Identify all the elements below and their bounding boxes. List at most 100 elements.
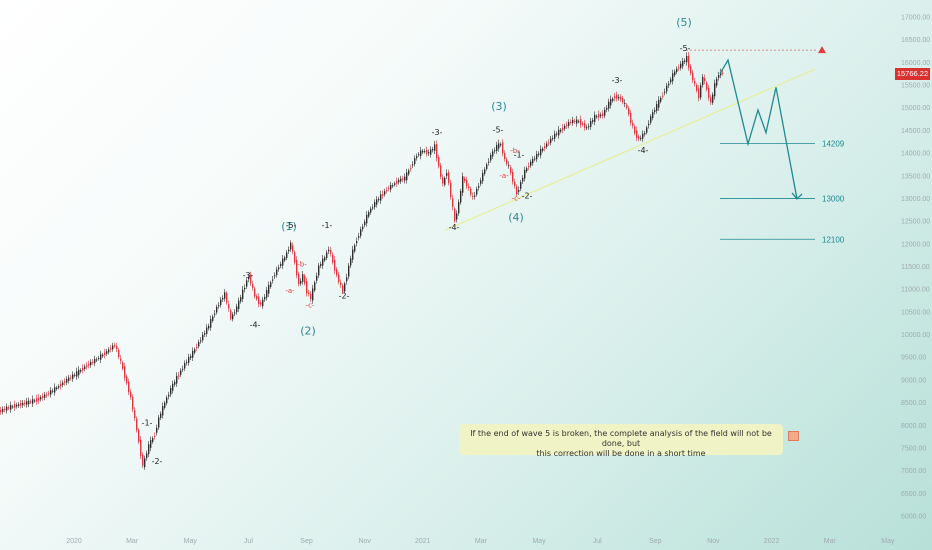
candle xyxy=(718,75,720,78)
x-tick-label: Mar xyxy=(475,538,488,545)
candle xyxy=(670,79,672,83)
candle xyxy=(242,289,244,299)
note-line-1: If the end of wave 5 is broken, the comp… xyxy=(470,429,772,448)
candle xyxy=(182,368,184,370)
candle xyxy=(680,63,682,68)
candle xyxy=(386,190,388,192)
candle xyxy=(702,76,704,86)
candle xyxy=(248,276,250,280)
candle xyxy=(292,245,294,252)
subwave-label: -3- xyxy=(243,271,254,280)
candle xyxy=(172,383,174,391)
candle xyxy=(452,198,454,207)
candle xyxy=(432,149,434,151)
candle xyxy=(574,120,576,122)
candle xyxy=(216,306,218,313)
candle xyxy=(104,352,106,356)
candle xyxy=(148,444,150,455)
candle xyxy=(6,406,8,411)
candle xyxy=(244,287,246,290)
subwave-label: -5- xyxy=(680,44,691,53)
candle xyxy=(140,439,142,456)
candle xyxy=(162,406,164,416)
candle xyxy=(130,391,132,398)
candle xyxy=(416,156,418,159)
candle xyxy=(370,208,372,213)
candle xyxy=(30,401,32,403)
candle xyxy=(134,410,136,418)
candle xyxy=(566,124,568,127)
candle xyxy=(692,72,694,81)
x-tick-label: Mar xyxy=(126,538,139,545)
candle xyxy=(662,95,664,97)
x-tick-label: Jul xyxy=(593,538,602,545)
y-tick-label: 15500.00 xyxy=(901,83,930,90)
candle xyxy=(186,362,188,364)
candle xyxy=(308,292,310,294)
candle xyxy=(722,72,724,74)
candle xyxy=(424,151,426,153)
candle xyxy=(402,178,404,180)
candle xyxy=(372,207,374,209)
y-tick-label: 14000.00 xyxy=(901,151,930,158)
candle xyxy=(474,195,476,197)
candle xyxy=(110,348,112,350)
candle xyxy=(348,265,350,277)
candle xyxy=(214,313,216,315)
candle xyxy=(338,274,340,282)
candle xyxy=(614,96,616,99)
candle xyxy=(602,113,604,116)
candle xyxy=(434,144,436,151)
candle xyxy=(524,169,526,179)
candle xyxy=(300,281,302,284)
candle xyxy=(420,150,422,157)
candle xyxy=(548,142,550,144)
candle xyxy=(656,104,658,111)
candle xyxy=(22,402,24,406)
candle xyxy=(598,114,600,118)
candle xyxy=(234,312,236,314)
candle xyxy=(642,133,644,139)
candle xyxy=(504,153,506,159)
candle xyxy=(120,358,122,361)
candle xyxy=(142,454,144,466)
candle xyxy=(438,157,440,167)
candle xyxy=(590,121,592,127)
candle xyxy=(668,83,670,86)
candle xyxy=(66,379,68,383)
candle xyxy=(20,403,22,406)
candle xyxy=(638,136,640,140)
candle xyxy=(482,172,484,182)
candle xyxy=(356,241,358,244)
target-level-label: 14209 xyxy=(822,140,845,149)
x-tick-label: May xyxy=(532,538,546,545)
candle xyxy=(170,388,172,395)
candle xyxy=(250,274,252,284)
x-tick-label: Jul xyxy=(244,538,253,545)
correction-label: -b- xyxy=(510,147,520,155)
subwave-label: -5- xyxy=(286,221,297,230)
candle xyxy=(558,129,560,136)
candle xyxy=(48,393,50,395)
candle xyxy=(254,288,256,297)
candle xyxy=(82,367,84,371)
candle xyxy=(688,55,690,68)
candle xyxy=(442,177,444,184)
candle xyxy=(256,295,258,300)
candle xyxy=(220,299,222,306)
candle xyxy=(64,381,66,383)
projection-arrowhead xyxy=(791,192,803,200)
y-tick-label: 15000.00 xyxy=(901,105,930,112)
candle xyxy=(210,319,212,328)
candle xyxy=(648,123,650,126)
candle xyxy=(304,275,306,284)
candle xyxy=(526,168,528,172)
candle xyxy=(460,190,462,203)
candle xyxy=(556,133,558,135)
candle xyxy=(454,208,456,222)
x-tick-label: Mar xyxy=(824,538,837,545)
subwave-label: -3- xyxy=(612,76,623,85)
note-image-icon[interactable] xyxy=(788,431,799,441)
correction-label: -c- xyxy=(512,195,521,203)
